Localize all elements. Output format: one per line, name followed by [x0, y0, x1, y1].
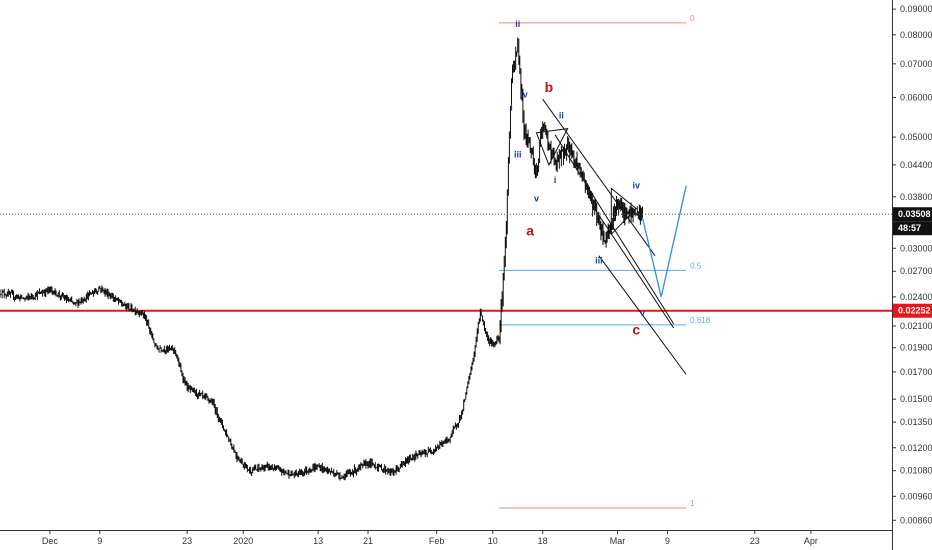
triangle-pattern	[535, 127, 569, 167]
wave-label: iii	[514, 150, 522, 160]
candles-layer	[0, 37, 643, 481]
x-tick-label: 13	[313, 536, 323, 546]
y-tick-label: 0.01200	[900, 443, 932, 453]
channel-line	[554, 134, 675, 325]
y-tick-label: 0.01500	[900, 394, 932, 404]
fib-level-label: 1	[690, 499, 695, 508]
wave-label: iii	[595, 255, 603, 265]
x-tick-label: 23	[182, 536, 192, 546]
x-tick-label: Dec	[42, 536, 59, 546]
y-tick-label: 0.00860	[900, 515, 932, 525]
x-tick-label: 23	[750, 536, 760, 546]
y-tick-label: 0.05000	[900, 132, 932, 142]
wave-projection-path	[641, 185, 687, 298]
y-tick-label: 0.07000	[900, 59, 932, 69]
wave-label: ii	[515, 19, 520, 29]
support-price-tag: 0.02252	[898, 306, 931, 316]
y-tick-label: 0.01350	[900, 417, 932, 427]
projection-layer	[641, 185, 687, 298]
candlestick-bars	[0, 37, 643, 481]
x-tick-label: 18	[538, 536, 548, 546]
last-price-tag: 0.03508	[898, 209, 931, 219]
x-tick-label: 9	[97, 536, 102, 546]
fib-level-label: 0	[690, 14, 695, 23]
time-axis[interactable]: Dec 9 23 2020 13 21 Feb 10 18 Mar 9 23 Apr	[42, 530, 818, 546]
price-axis[interactable]: 0.09000 0.08000 0.07000 0.06000 0.05000 0.044…	[892, 4, 932, 525]
x-tick-label: 9	[665, 536, 670, 546]
support-price-tag-bg	[893, 303, 932, 318]
y-tick-label: 0.00960	[900, 491, 932, 501]
wave-label: a	[526, 223, 534, 239]
countdown-tag: 48:57	[898, 223, 921, 233]
wave-label: iv	[632, 180, 640, 190]
y-tick-label: 0.03000	[900, 243, 932, 253]
last-price-tag-bg	[893, 207, 932, 222]
triangle-pattern	[610, 187, 638, 236]
wave-label: i	[554, 175, 557, 185]
channels-layer	[535, 98, 687, 375]
wave-label: b	[545, 79, 554, 95]
wave-label: iv	[520, 89, 528, 99]
x-tick-label: Mar	[610, 536, 626, 546]
y-tick-label: 0.01700	[900, 367, 932, 377]
x-tick-label: Feb	[429, 536, 445, 546]
wave-label: c	[632, 321, 640, 337]
y-tick-label: 0.02700	[900, 266, 932, 276]
channel-line	[592, 205, 675, 329]
y-tick-label: 0.02100	[900, 321, 932, 331]
x-tick-label: 2020	[233, 536, 253, 546]
wave-label: v	[534, 193, 539, 203]
y-tick-label: 0.04400	[900, 160, 932, 170]
y-tick-label: 0.02400	[900, 292, 932, 302]
y-tick-label: 0.06000	[900, 92, 932, 102]
channel-line	[542, 98, 656, 256]
x-tick-label: 21	[363, 536, 373, 546]
y-tick-label: 0.03800	[900, 192, 932, 202]
y-tick-label: 0.08000	[900, 30, 932, 40]
y-tick-label: 0.09000	[900, 4, 932, 14]
y-tick-label: 0.01080	[900, 466, 932, 476]
channel-line	[598, 255, 687, 375]
countdown-tag-bg	[893, 221, 932, 236]
fib-level-label: 0.5	[690, 261, 702, 270]
wave-label: i	[510, 102, 513, 112]
wave-label: v	[640, 308, 645, 318]
price-tags: 0.03508 48:57 0.02252	[893, 207, 932, 318]
wave-label: ii	[559, 110, 564, 120]
fib-level-label: 0.618	[690, 316, 711, 325]
y-tick-label: 0.01900	[900, 343, 932, 353]
x-tick-label: Apr	[804, 536, 818, 546]
x-tick-label: 10	[488, 536, 498, 546]
